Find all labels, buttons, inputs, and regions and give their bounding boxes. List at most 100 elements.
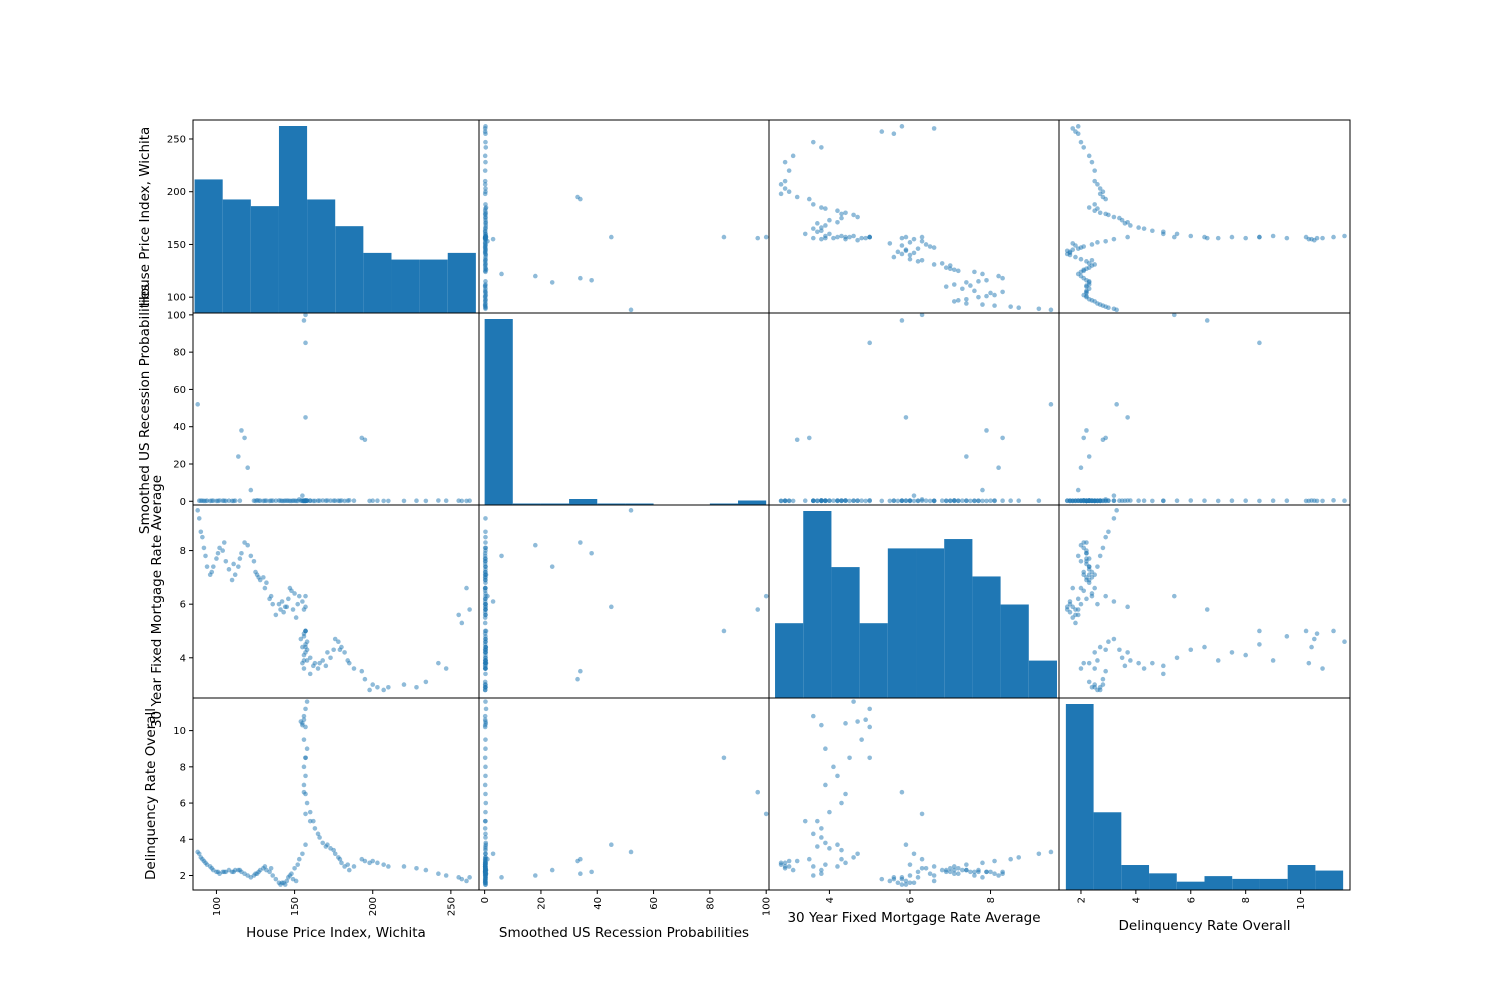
scatter-point-3-2-71: [951, 864, 957, 869]
scatter-point-1-2-31: [843, 498, 848, 503]
panel-3-3: [1065, 704, 1344, 890]
scatter-point-0-1-1: [482, 126, 488, 131]
scatter-point-2-1-23: [483, 671, 488, 677]
scatter-point-3-2-47: [895, 880, 901, 886]
scatter-point-1-0-40: [300, 493, 305, 498]
scatter-point-3-2-3: [819, 871, 824, 876]
scatter-point-2-0-72: [204, 564, 210, 569]
scatter-point-0-3-39: [1125, 234, 1130, 240]
scatter-point-0-2-94: [835, 234, 840, 240]
scatter-point-3-2-90: [782, 864, 788, 869]
scatter-point-2-0-88: [345, 658, 351, 663]
panel-3-0: [195, 699, 472, 887]
scatter-point-0-2-6: [786, 168, 792, 173]
scatter-point-2-0-104: [215, 550, 221, 556]
x-tick-label: 100: [212, 897, 223, 916]
scatter-point-1-3-61: [1084, 428, 1089, 433]
scatter-point-0-2-10: [794, 194, 800, 200]
scatter-point-1-0-87: [337, 498, 343, 504]
scatter-point-0-3-91: [1078, 139, 1084, 145]
scatter-point-1-3-25: [1202, 498, 1207, 504]
panel-frame-2-0: [192, 504, 480, 699]
panel-frame-1-1: [478, 312, 770, 506]
scatter-point-2-0-105: [209, 569, 215, 575]
scatter-point-3-1-24: [483, 800, 489, 806]
scatter-point-2-3-80: [1073, 607, 1078, 612]
scatter-point-0-2-89: [786, 189, 792, 195]
histogram-bar-3-0: [1065, 704, 1094, 890]
scatter-point-2-3-81: [1070, 615, 1076, 620]
scatter-point-1-2-89: [786, 498, 792, 504]
scatter-point-1-2-90: [782, 498, 788, 504]
scatter-point-3-0-33: [301, 717, 307, 723]
scatter-point-0-2-95: [811, 235, 816, 241]
y-tick-label: 40: [173, 422, 186, 433]
x-tick-label: 10: [1296, 897, 1307, 910]
scatter-point-2-1-10: [575, 676, 580, 682]
scatter-point-2-3-52: [1084, 596, 1089, 602]
scatter-point-1-0-60: [242, 435, 247, 441]
scatter-point-1-2-105: [956, 498, 961, 504]
scatter-point-0-3-40: [1111, 236, 1117, 242]
scatter-point-3-2-70: [964, 867, 969, 873]
scatter-point-0-2-12: [811, 202, 816, 207]
scatter-point-2-3-78: [1089, 593, 1095, 599]
scatter-point-0-2-97: [903, 248, 909, 254]
scatter-point-2-0-17: [331, 647, 336, 653]
scatter-point-0-3-26: [1215, 235, 1221, 241]
scatter-point-0-2-36: [867, 234, 872, 240]
histogram-bar-2-4: [887, 548, 917, 698]
x-tick-label: 80: [705, 897, 716, 910]
scatter-point-0-2-39: [903, 234, 909, 240]
histogram-bar-2-2: [831, 567, 860, 698]
scatter-point-2-0-67: [220, 548, 225, 553]
scatter-point-2-3-85: [1125, 650, 1130, 655]
scatter-point-3-2-25: [843, 791, 848, 797]
scatter-point-2-0-95: [301, 666, 307, 671]
scatter-point-1-0-78: [268, 498, 274, 504]
scatter-point-0-3-4: [1086, 153, 1092, 159]
scatter-point-3-1-58: [499, 875, 504, 880]
scatter-point-3-2-20: [823, 840, 828, 846]
y-tick-label: 6: [180, 600, 186, 611]
scatter-point-3-1-25: [483, 791, 488, 797]
scatter-point-2-0-60: [242, 540, 247, 545]
histogram-bar-3-5: [1204, 876, 1233, 890]
scatter-point-3-2-100: [956, 871, 961, 876]
scatter-point-1-3-26: [1215, 498, 1221, 504]
scatter-point-1-2-44: [927, 498, 933, 504]
scatter-point-2-1-74: [483, 529, 488, 535]
scatter-point-0-2-68: [992, 292, 997, 298]
scatter-point-0-1-39: [609, 234, 614, 240]
scatter-point-1-2-60: [1000, 435, 1005, 441]
scatter-point-2-0-89: [370, 682, 376, 687]
scatter-point-0-1-101: [483, 279, 488, 284]
scatter-point-3-0-0: [467, 875, 472, 880]
scatter-point-1-0-37: [301, 318, 307, 323]
scatter-point-1-3-107: [1103, 498, 1108, 504]
scatter-point-2-1-38: [763, 593, 769, 599]
scatter-point-1-3-92: [1075, 498, 1081, 504]
scatter-point-1-2-101: [976, 498, 981, 504]
scatter-point-1-2-65: [960, 498, 965, 504]
scatter-point-1-2-83: [815, 498, 820, 504]
scatter-point-2-0-49: [276, 601, 282, 607]
panel-frame-3-1: [478, 697, 770, 891]
y-tick-label: 4: [180, 835, 186, 846]
scatter-point-0-2-28: [847, 234, 852, 240]
scatter-point-3-2-2: [879, 876, 885, 882]
histogram-bar-0-5: [335, 226, 364, 313]
scatter-point-3-2-103: [1000, 869, 1005, 875]
histogram-bar-2-5: [916, 548, 945, 698]
scatter-point-3-1-96: [482, 722, 488, 728]
scatter-point-2-0-82: [307, 655, 313, 661]
scatter-point-2-1-58: [499, 553, 504, 559]
scatter-point-0-2-50: [891, 254, 897, 260]
histogram-bar-0-8: [419, 259, 448, 313]
scatter-point-0-3-20: [1128, 223, 1133, 228]
scatter-point-3-2-74: [1016, 855, 1022, 860]
scatter-point-3-1-60: [578, 871, 583, 876]
scatter-point-2-0-43: [292, 591, 297, 596]
scatter-point-1-0-101: [237, 498, 243, 504]
